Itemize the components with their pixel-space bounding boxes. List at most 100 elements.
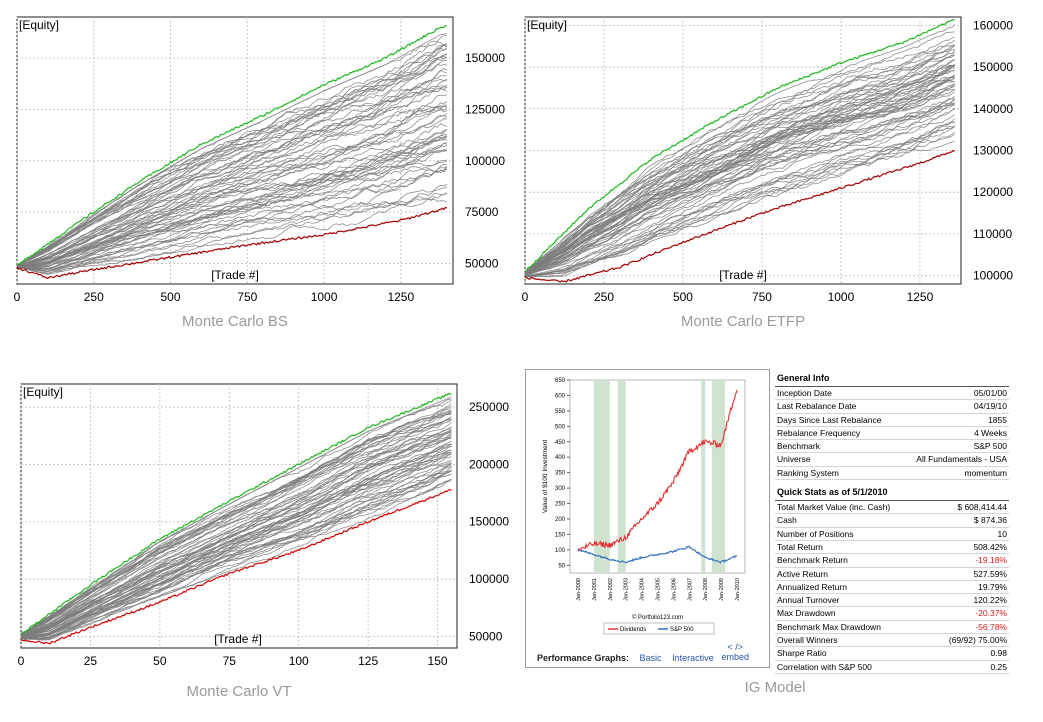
simulation-path bbox=[524, 122, 955, 277]
simulation-path bbox=[20, 430, 452, 638]
shaded-period bbox=[617, 380, 626, 573]
x-axis-label: [Trade #] bbox=[719, 268, 767, 282]
simulation-path bbox=[524, 77, 955, 275]
simulation-path bbox=[524, 131, 955, 277]
simulation-path bbox=[16, 166, 448, 272]
simulation-path bbox=[16, 85, 448, 267]
ig-y-tick-label: 300 bbox=[555, 486, 566, 492]
ig-y-tick-label: 250 bbox=[555, 502, 566, 508]
ig-y-tick-label: 400 bbox=[555, 455, 566, 461]
embed-button[interactable]: < /> embed bbox=[721, 642, 749, 662]
quick-stats-label: Sharpe Ratio bbox=[777, 648, 827, 659]
x-tick-label: 750 bbox=[237, 290, 257, 304]
y-tick-label: 200000 bbox=[469, 457, 509, 471]
simulation-path bbox=[16, 47, 448, 267]
best-case-line bbox=[524, 18, 955, 272]
quick-stats-value: 0.25 bbox=[990, 661, 1007, 672]
quick-stats-label: Active Return bbox=[777, 568, 829, 579]
general-info-label: Last Rebalance Date bbox=[777, 401, 857, 412]
simulation-path bbox=[16, 80, 447, 267]
y-tick-label: 50000 bbox=[465, 256, 499, 270]
quick-stats-value: $ 874.36 bbox=[973, 515, 1007, 526]
ig-x-tick-label: Jan-2010 bbox=[735, 578, 741, 601]
y-tick-label: 140000 bbox=[973, 102, 1013, 116]
simulation-path bbox=[16, 34, 447, 267]
quick-stats-row: Cash $ 874.36 bbox=[775, 514, 1009, 528]
performance-graphs-label: Performance Graphs: bbox=[537, 653, 630, 663]
ig-x-tick-label: Jan-2007 bbox=[687, 578, 693, 601]
y-tick-label: 50000 bbox=[469, 630, 503, 644]
simulation-path bbox=[16, 122, 448, 268]
x-tick-label: 0 bbox=[14, 290, 21, 304]
quick-stats-row: Annualized Return 19.79% bbox=[775, 581, 1009, 595]
ig-y-tick-label: 600 bbox=[555, 393, 566, 399]
ig-y-tick-label: 200 bbox=[555, 517, 566, 523]
quick-stats-label: Cash bbox=[777, 515, 797, 526]
basic-graph-link[interactable]: Basic bbox=[639, 653, 662, 663]
simulation-path bbox=[16, 113, 448, 267]
simulation-path bbox=[20, 462, 452, 640]
general-info-row: Last Rebalance Date 04/19/10 bbox=[775, 400, 1009, 414]
simulation-path bbox=[524, 103, 955, 276]
sp500-line bbox=[577, 545, 738, 564]
ig-x-tick-label: Jan-2005 bbox=[656, 578, 662, 601]
simulation-path bbox=[524, 140, 955, 277]
ig-y-tick-label: 650 bbox=[555, 378, 566, 384]
monte-carlo-etfp-caption: Monte Carlo ETFP bbox=[680, 313, 806, 330]
y-tick-label: 100000 bbox=[469, 572, 509, 586]
quick-stats-row: Sharpe Ratio 0.98 bbox=[775, 647, 1009, 661]
general-info-row: Rebalance Frequency 4 Weeks bbox=[775, 427, 1009, 441]
y-tick-label: 120000 bbox=[973, 185, 1013, 199]
ig-y-tick-label: 550 bbox=[555, 409, 566, 415]
general-info-value: All Fundamentals - USA bbox=[916, 454, 1007, 465]
x-tick-label: 50 bbox=[153, 654, 167, 668]
simulation-path bbox=[20, 410, 452, 636]
y-tick-label: 110000 bbox=[973, 227, 1012, 241]
quick-stats-label: Benchmark Max Drawdown bbox=[777, 621, 881, 632]
y-axis-label: [Equity] bbox=[527, 18, 567, 32]
interactive-graph-link[interactable]: Interactive bbox=[672, 653, 714, 663]
embed-code-icon: < /> bbox=[727, 642, 743, 652]
simulation-path bbox=[20, 449, 452, 638]
general-info-row: Inception Date 05/01/00 bbox=[775, 387, 1009, 401]
x-tick-label: 1000 bbox=[828, 290, 855, 304]
y-tick-label: 130000 bbox=[973, 144, 1013, 158]
ig-x-tick-label: Jan-2001 bbox=[592, 578, 598, 601]
x-tick-label: 500 bbox=[161, 290, 181, 304]
y-tick-label: 125000 bbox=[465, 102, 505, 116]
ig-y-tick-label: 450 bbox=[555, 440, 566, 446]
simulation-path bbox=[20, 446, 452, 638]
ig-y-tick-label: 350 bbox=[555, 471, 566, 477]
general-info-label: Benchmark bbox=[777, 441, 820, 452]
x-tick-label: 0 bbox=[18, 654, 25, 668]
simulation-path bbox=[16, 70, 447, 267]
simulation-path bbox=[20, 469, 452, 641]
quick-stats-value: 0.98 bbox=[990, 648, 1007, 659]
best-case-line bbox=[20, 392, 452, 635]
simulation-path bbox=[524, 70, 955, 275]
quick-stats-value: -20.37% bbox=[975, 608, 1007, 619]
simulation-path bbox=[16, 101, 448, 267]
worst-case-line bbox=[524, 149, 955, 283]
general-info-value: 4 Weeks bbox=[974, 427, 1007, 438]
y-tick-label: 100000 bbox=[973, 269, 1013, 283]
general-info-value: S&P 500 bbox=[973, 441, 1007, 452]
general-info-label: Ranking System bbox=[777, 467, 839, 478]
simulation-path bbox=[16, 94, 447, 267]
quick-stats-value: 10 bbox=[997, 528, 1007, 539]
general-info-value: 04/19/10 bbox=[973, 401, 1007, 412]
ig-x-tick-label: Jan-2002 bbox=[608, 578, 614, 601]
simulation-path bbox=[20, 428, 452, 637]
quick-stats-row: Active Return 527.59% bbox=[775, 568, 1009, 581]
dividends-line bbox=[577, 389, 738, 552]
x-tick-label: 750 bbox=[752, 290, 772, 304]
quick-stats-label: Correlation with S&P 500 bbox=[777, 661, 872, 672]
y-tick-label: 150000 bbox=[973, 60, 1013, 74]
simulation-path bbox=[16, 163, 447, 270]
general-info-label: Universe bbox=[777, 454, 811, 465]
simulation-path bbox=[524, 45, 955, 274]
simulation-path bbox=[524, 24, 955, 273]
simulation-path bbox=[16, 87, 448, 267]
